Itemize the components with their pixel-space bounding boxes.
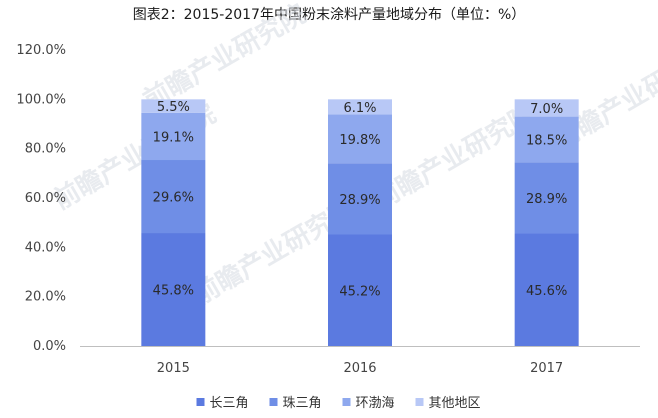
bar-segment bbox=[328, 163, 392, 235]
y-tick-label: 60.0% bbox=[25, 191, 66, 206]
bars-layer: 45.8% 29.6% 19.1% 5.5% 45.2% 28.9% 19.8% 6.1% 45… bbox=[141, 99, 579, 346]
bar-segment bbox=[514, 162, 579, 234]
data-label: 28.9% bbox=[526, 192, 567, 207]
bar-segment bbox=[514, 99, 579, 117]
x-tick-label: 2016 bbox=[343, 361, 376, 376]
legend: 长三角 珠三角 环渤海 其他地区 bbox=[196, 395, 481, 411]
legend-swatch bbox=[415, 398, 424, 406]
legend-swatch bbox=[269, 398, 278, 406]
data-label: 19.8% bbox=[339, 133, 380, 148]
data-label: 29.6% bbox=[153, 191, 194, 206]
bar-segment bbox=[514, 233, 579, 346]
data-label: 28.9% bbox=[339, 193, 380, 208]
bar-segment bbox=[328, 234, 392, 346]
data-label: 18.5% bbox=[526, 133, 567, 148]
y-tick-label: 100.0% bbox=[16, 92, 66, 107]
x-tick-label: 2015 bbox=[157, 361, 190, 376]
bar-segment bbox=[141, 112, 206, 161]
bar-segment bbox=[514, 116, 579, 163]
x-tick-label: 2017 bbox=[530, 361, 563, 376]
bar-segment bbox=[328, 114, 392, 164]
data-label: 45.6% bbox=[526, 284, 567, 299]
data-label: 45.2% bbox=[339, 284, 380, 299]
legend-label: 长三角 bbox=[210, 396, 249, 411]
watermark-text: 前瞻产业研究院 bbox=[138, 0, 311, 116]
y-tick-label: 0.0% bbox=[33, 339, 66, 354]
y-tick-label: 20.0% bbox=[25, 290, 66, 305]
legend-swatch bbox=[196, 398, 205, 406]
bar-segment bbox=[141, 160, 206, 234]
x-axis: 2015 2016 2017 bbox=[80, 346, 640, 376]
y-tick-label: 120.0% bbox=[16, 43, 66, 58]
data-label: 6.1% bbox=[343, 101, 376, 116]
bar-segment bbox=[141, 233, 206, 346]
chart-title: 图表2：2015-2017年中国粉末涂料产量地域分布（单位：%） bbox=[132, 7, 526, 23]
bar-segment bbox=[328, 99, 392, 115]
legend-swatch bbox=[342, 398, 351, 406]
data-label: 5.5% bbox=[157, 100, 190, 115]
legend-label: 其他地区 bbox=[429, 396, 481, 411]
y-axis: 0.0% 20.0% 40.0% 60.0% 80.0% 100.0% 120.0% bbox=[16, 43, 66, 354]
legend-label: 环渤海 bbox=[356, 395, 395, 411]
data-label: 7.0% bbox=[530, 102, 563, 117]
y-tick-label: 40.0% bbox=[25, 240, 66, 255]
legend-label: 珠三角 bbox=[283, 396, 322, 411]
data-label: 45.8% bbox=[153, 284, 194, 299]
y-tick-label: 80.0% bbox=[25, 142, 66, 157]
data-label: 19.1% bbox=[153, 130, 194, 145]
bar-segment bbox=[141, 99, 206, 113]
